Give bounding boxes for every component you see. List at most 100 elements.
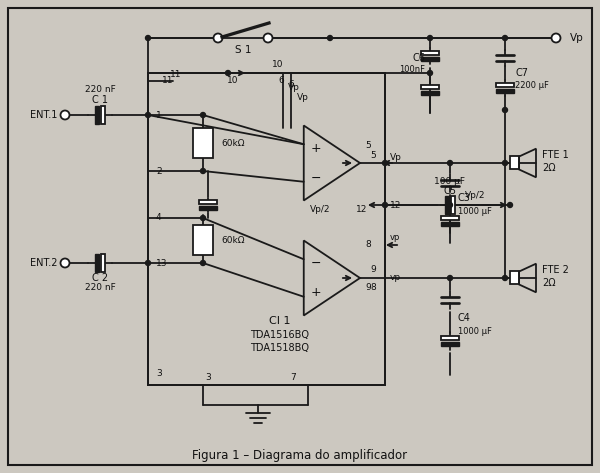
Bar [95,106,99,124]
Text: 10: 10 [227,77,239,86]
Bar [441,222,459,226]
Circle shape [427,70,433,76]
Circle shape [383,202,388,208]
Circle shape [146,113,151,117]
Text: 1: 1 [156,111,162,120]
Text: S 1: S 1 [235,45,251,55]
Circle shape [503,160,508,166]
Text: 2200 μF: 2200 μF [515,81,549,90]
Text: 10: 10 [272,61,284,70]
Text: 13: 13 [156,259,167,268]
Text: 1000 μF: 1000 μF [458,207,492,216]
Bar [199,200,217,204]
Text: 11: 11 [162,77,173,86]
Bar [441,342,459,346]
Circle shape [448,275,452,280]
Text: C3: C3 [458,193,471,203]
Bar [441,336,459,340]
Text: vp: vp [390,234,400,243]
Bar [101,106,105,124]
Text: 60kΩ: 60kΩ [221,236,245,245]
Text: 1000 μF: 1000 μF [458,326,492,335]
Bar [451,196,455,214]
Text: C 1: C 1 [92,95,108,105]
Text: Vp: Vp [288,84,300,93]
Text: Vp/2: Vp/2 [465,191,485,200]
Text: 3: 3 [205,373,211,382]
Text: ENT.1: ENT.1 [30,110,58,120]
Bar [421,91,439,95]
Text: 8: 8 [365,240,371,249]
Text: 60kΩ: 60kΩ [221,139,245,148]
Text: C7: C7 [515,68,528,78]
Bar [510,157,519,169]
Text: 9: 9 [370,265,376,274]
Text: 5: 5 [370,150,376,159]
Text: CI 1: CI 1 [269,316,291,326]
Circle shape [448,160,452,166]
Text: 2Ω: 2Ω [542,278,556,288]
Text: 100nF: 100nF [399,65,425,75]
Text: +: + [310,287,321,299]
Text: 100 μF: 100 μF [434,176,466,185]
Text: +: + [310,141,321,155]
Text: 8: 8 [370,283,376,292]
Text: Vp: Vp [570,33,584,43]
Bar [510,272,519,284]
Text: TDA1518BQ: TDA1518BQ [251,343,310,353]
Bar [95,254,99,272]
Bar [148,73,385,385]
Circle shape [200,261,205,265]
Text: FTE 1: FTE 1 [542,150,569,160]
Text: 220 nF: 220 nF [85,283,115,292]
Circle shape [328,35,332,41]
Circle shape [503,275,508,280]
Text: 4: 4 [156,213,161,222]
Bar [421,51,439,55]
Text: Vp: Vp [297,94,309,103]
Circle shape [200,216,205,220]
Bar [199,206,217,210]
Circle shape [383,160,388,166]
Circle shape [200,113,205,117]
Text: ENT.2: ENT.2 [30,258,58,268]
Text: C 2: C 2 [92,273,108,283]
Circle shape [448,202,452,208]
Text: −: − [311,172,321,184]
Circle shape [146,35,151,41]
Text: 220 nF: 220 nF [85,86,115,95]
Circle shape [503,35,508,41]
Text: Vp: Vp [390,154,402,163]
Circle shape [61,111,70,120]
Circle shape [61,259,70,268]
Bar [441,216,459,220]
Circle shape [146,261,151,265]
Circle shape [551,34,560,43]
Text: 11: 11 [170,70,182,79]
Text: TDA1516BQ: TDA1516BQ [251,330,310,340]
Bar [193,128,213,158]
Text: C4: C4 [458,313,471,323]
Text: 6: 6 [288,80,294,89]
Text: Figura 1 – Diagrama do amplificador: Figura 1 – Diagrama do amplificador [193,448,407,462]
Circle shape [200,168,205,174]
Bar [445,196,449,214]
Text: 7: 7 [290,373,296,382]
Text: 5: 5 [365,140,371,149]
Bar [101,254,105,272]
Text: −: − [311,256,321,270]
Text: 9: 9 [365,283,371,292]
Bar [421,85,439,89]
Circle shape [263,34,272,43]
Bar [193,226,213,255]
Text: C6: C6 [412,53,425,63]
Circle shape [508,202,512,208]
Text: 2: 2 [156,166,161,175]
Text: vp: vp [390,273,401,282]
Text: Vp/2: Vp/2 [310,205,330,214]
Circle shape [214,34,223,43]
Circle shape [503,107,508,113]
Bar [496,89,514,93]
Bar [496,83,514,87]
Text: C5: C5 [443,186,457,196]
